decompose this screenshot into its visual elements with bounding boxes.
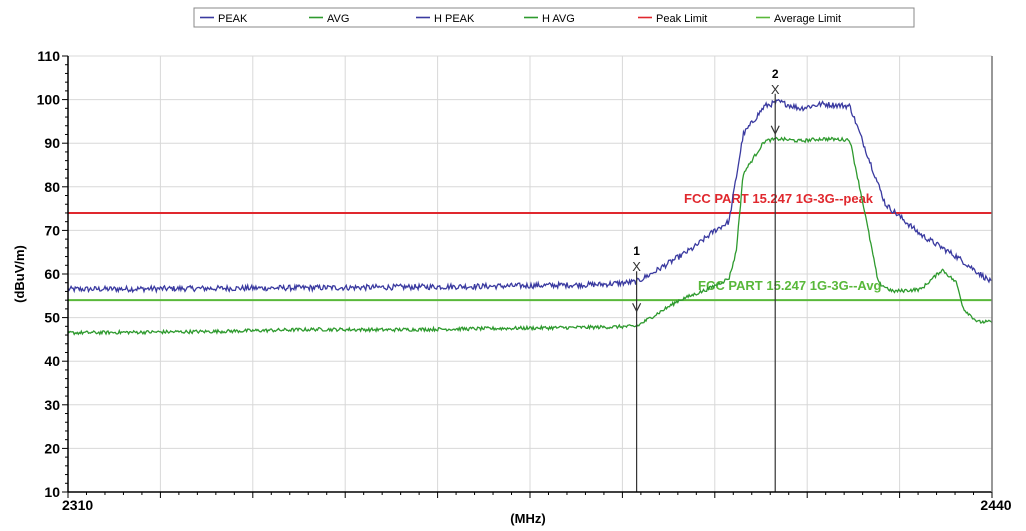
y-tick-label: 90 bbox=[44, 135, 60, 151]
x-tick-label: 2310 bbox=[62, 497, 93, 513]
legend-label: AVG bbox=[327, 13, 349, 25]
legend-label: Average Limit bbox=[774, 13, 841, 25]
y-tick-label: 30 bbox=[44, 397, 60, 413]
limit-label: FCC PART 15.247 1G-3G--peak bbox=[684, 191, 874, 206]
y-tick-label: 80 bbox=[44, 179, 60, 195]
marker-arrow bbox=[632, 302, 642, 313]
series-lines bbox=[67, 98, 993, 336]
grid bbox=[68, 55, 992, 493]
y-tick-label: 40 bbox=[44, 353, 60, 369]
legend-label: Peak Limit bbox=[656, 13, 707, 25]
limit-lines: FCC PART 15.247 1G-3G--peak FCC PART 15.2… bbox=[68, 191, 992, 302]
legend: PEAK AVG H PEAK H AVG Peak Limit Average Limi… bbox=[193, 7, 915, 28]
series-line-avg bbox=[67, 136, 993, 336]
marker-number: 1 bbox=[633, 244, 640, 258]
marker-number: 2 bbox=[772, 67, 779, 81]
y-tick-label: 100 bbox=[37, 92, 61, 108]
y-tick-label: 10 bbox=[44, 484, 60, 500]
y-tick-label: 110 bbox=[37, 48, 60, 64]
x-tick-label: 2440 bbox=[980, 497, 1011, 513]
x-axis-label: (MHz) bbox=[510, 511, 545, 526]
legend-box bbox=[193, 7, 915, 28]
legend-label: H PEAK bbox=[434, 13, 475, 25]
marker-symbol: X bbox=[771, 82, 780, 97]
legend-label: H AVG bbox=[542, 13, 575, 25]
y-axis-label: (dBuV/m) bbox=[12, 245, 27, 303]
y-tick-label: 50 bbox=[44, 310, 60, 326]
marker-symbol: X bbox=[632, 259, 641, 274]
axes: 10 20 30 40 50 60 70 80 90 100 110 2310 2440 bbox=[37, 48, 1012, 513]
limit-label: FCC PART 15.247 1G-3G--Avg bbox=[698, 278, 882, 293]
y-tick-label: 20 bbox=[44, 440, 60, 456]
series-line-peak bbox=[67, 98, 993, 294]
y-tick-label: 70 bbox=[44, 222, 60, 238]
legend-label: PEAK bbox=[218, 13, 248, 25]
y-tick-label: 60 bbox=[44, 266, 60, 282]
marker-arrow bbox=[770, 125, 780, 136]
